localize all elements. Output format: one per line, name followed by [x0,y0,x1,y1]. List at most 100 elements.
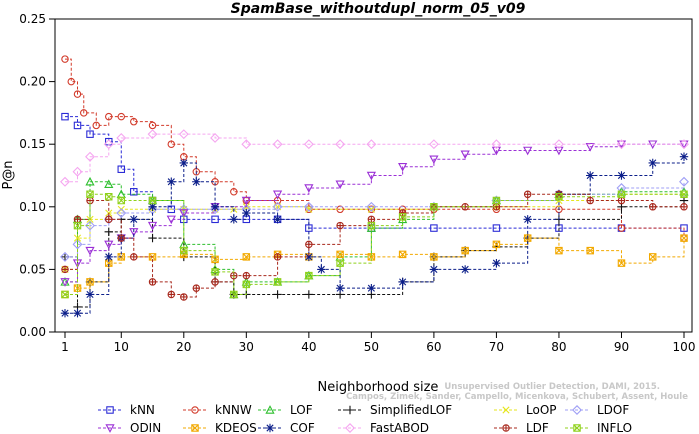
data-point [179,158,188,168]
data-point [680,234,688,242]
legend-item-ldf: LDF [494,421,549,434]
data-point [617,171,626,180]
legend-label: LOF [290,403,313,417]
data-point [130,188,138,196]
legend-item-simplifiedlof: SimplifiedLOF [338,403,452,417]
y-tick-label: 0.20 [19,75,46,89]
data-point [367,283,376,293]
x-tick-label: 90 [614,340,629,354]
series-inflo [61,190,688,299]
legend-marker [572,405,582,415]
data-point [105,259,113,267]
y-tick-label: 0.00 [19,325,46,339]
legend-item-odin: ODIN [98,421,161,434]
data-point [617,190,626,199]
data-point [304,252,314,262]
data-point [335,180,345,190]
data-point [60,176,70,187]
series-knnw [61,55,688,242]
data-point [104,252,113,262]
data-point [73,234,82,242]
data-point [61,112,69,121]
y-tick-label: 0.05 [19,262,46,276]
data-point [367,253,376,261]
data-point [210,132,221,143]
data-point [585,142,595,152]
legend-label: KDEOS [215,421,257,434]
x-tick-label: 1 [61,340,69,354]
series-line [65,181,684,295]
x-tick-label: 80 [551,340,566,354]
data-point [304,184,314,193]
data-point [679,176,689,187]
legend-marker [502,406,510,414]
x-tick-label: 10 [114,340,129,354]
data-point [166,215,176,225]
legend-marker [105,424,115,433]
data-point [429,155,439,165]
data-point [117,112,126,121]
data-point [60,251,70,262]
legend-marker [502,424,510,432]
data-point [586,171,595,180]
data-point [430,224,438,232]
x-tick-label: 70 [489,340,504,354]
data-point [86,190,94,199]
legend-label: kNN [130,403,155,417]
data-point [679,140,689,150]
data-point [180,246,188,255]
series-line [65,181,685,258]
data-point [242,271,251,280]
data-point [430,203,438,211]
data-point [85,290,95,299]
x-tick-label: 50 [364,340,379,354]
data-point [61,265,69,274]
data-point [117,165,126,173]
series-odin [60,140,689,287]
legend: kNN kNNW LOF SimplifiedLOF LoOP LDOF ODIN KDEOS… [98,403,632,434]
data-point [117,196,126,205]
legend-marker [573,424,581,432]
data-point [60,309,70,318]
data-point [85,176,95,186]
data-point [398,162,408,172]
data-point [273,290,282,299]
series-layer [60,55,689,318]
data-point [85,220,95,231]
data-point [492,240,501,249]
data-point [130,253,138,261]
data-point [103,139,114,150]
data-point [210,204,221,215]
data-point [272,139,283,150]
data-point [180,293,188,301]
data-point [304,290,314,299]
data-point [67,77,76,86]
data-point [104,227,113,237]
data-point [492,258,501,268]
legend-label: ODIN [130,421,161,434]
data-point [86,278,94,286]
data-point [680,203,688,211]
data-point [105,215,113,223]
series-kdeos [61,234,688,299]
data-point [366,139,377,150]
data-point [523,146,533,156]
data-point [273,215,282,224]
watermark: Campos, Zimek, Sander, Campello, Micenko… [346,382,688,402]
data-point [241,139,252,150]
data-point [61,290,69,299]
data-point [303,201,314,212]
legend-marker [191,406,199,414]
axes: 1 10 20 30 40 50 60 70 80 90 100 0.00 0.05 0.10 0.15 0.… [19,12,695,354]
data-point [460,150,470,160]
data-point [242,253,251,261]
data-point [616,139,627,150]
x-tick-label: 20 [176,340,191,354]
data-point [211,215,219,224]
data-point [148,121,157,130]
data-point [305,271,313,280]
data-point [429,265,439,274]
data-point [398,277,407,287]
data-point [148,278,157,286]
data-point [366,171,376,181]
